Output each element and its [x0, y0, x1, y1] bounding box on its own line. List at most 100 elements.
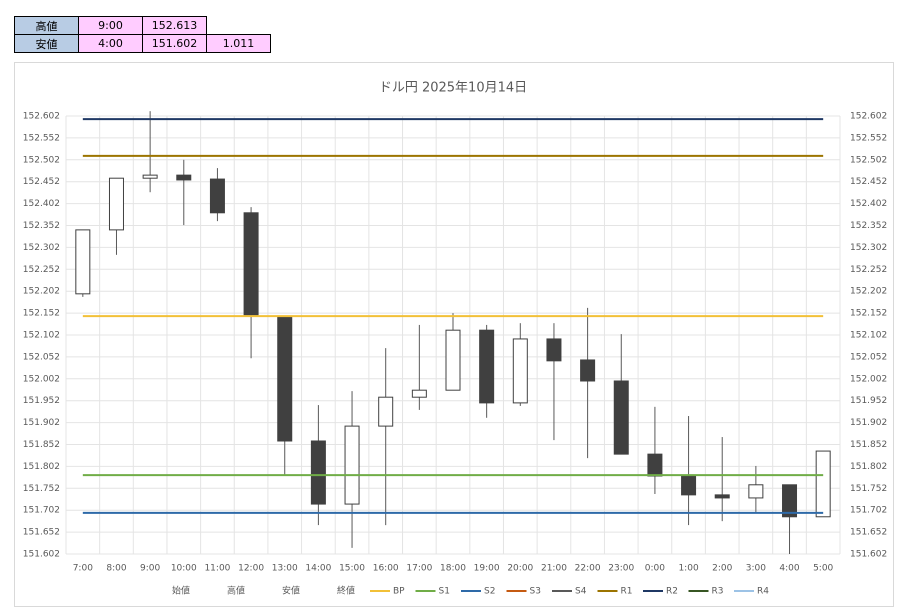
candle-body: [613, 380, 629, 455]
y-tick-label: 152.102: [23, 331, 60, 341]
legend-label: S4: [575, 587, 587, 597]
x-tick-label: 19:00: [474, 564, 500, 574]
y-tick-label: 152.602: [23, 112, 60, 122]
x-tick-label: 11:00: [204, 564, 230, 574]
x-tick-label: 8:00: [106, 564, 126, 574]
x-tick-label: 9:00: [140, 564, 160, 574]
y2-tick-label: 152.152: [850, 309, 887, 319]
candle-body: [479, 329, 495, 404]
y2-tick-label: 151.952: [850, 396, 887, 406]
y-tick-label: 151.952: [23, 396, 60, 406]
candle-body: [445, 329, 461, 391]
legend-label: S3: [530, 587, 541, 597]
x-tick-label: 20:00: [507, 564, 533, 574]
x-tick-label: 1:00: [678, 564, 698, 574]
y2-tick-label: 152.502: [850, 155, 887, 165]
y-tick-label: 152.152: [23, 309, 60, 319]
y-tick-label: 152.502: [23, 155, 60, 165]
y2-tick-label: 152.102: [850, 331, 887, 341]
x-tick-label: 22:00: [575, 564, 601, 574]
candle-body: [815, 450, 831, 518]
x-tick-label: 7:00: [73, 564, 93, 574]
x-tick-label: 3:00: [746, 564, 766, 574]
candle-body: [277, 316, 293, 442]
x-tick-label: 23:00: [608, 564, 634, 574]
y-tick-label: 152.252: [23, 265, 60, 275]
x-tick-label: 5:00: [813, 564, 833, 574]
y2-tick-label: 152.402: [850, 199, 887, 209]
candle-body: [108, 177, 124, 231]
legend-label: 始値: [172, 585, 190, 597]
chart-title: ドル円 2025年10月14日: [379, 81, 527, 96]
cell: 152.613: [142, 16, 207, 35]
x-tick-label: 12:00: [238, 564, 264, 574]
legend-label: S1: [439, 587, 450, 597]
y-tick-label: 152.552: [23, 133, 60, 143]
y2-tick-label: 151.752: [850, 484, 887, 494]
y2-tick-label: 151.652: [850, 528, 887, 538]
x-tick-label: 0:00: [645, 564, 665, 574]
y2-tick-label: 152.602: [850, 112, 887, 122]
y2-tick-label: 151.902: [850, 418, 887, 428]
legend-label: R2: [666, 587, 678, 597]
x-tick-label: 2:00: [712, 564, 732, 574]
legend-label: S2: [484, 587, 495, 597]
y2-tick-label: 151.802: [850, 462, 887, 472]
y2-tick-label: 151.852: [850, 440, 887, 450]
y-tick-label: 152.452: [23, 177, 60, 187]
y2-tick-label: 152.352: [850, 221, 887, 231]
candle-body: [142, 174, 158, 179]
x-tick-label: 4:00: [779, 564, 799, 574]
legend-label: BP: [393, 587, 405, 597]
candle-body: [546, 338, 562, 362]
candle-body: [209, 178, 225, 214]
y-tick-label: 151.602: [23, 550, 60, 560]
y-tick-label: 151.702: [23, 506, 60, 516]
candle-body: [411, 389, 427, 398]
legend-label: R1: [621, 587, 633, 597]
candle-body: [748, 484, 764, 499]
y2-tick-label: 151.602: [850, 550, 887, 560]
y2-tick-label: 152.202: [850, 287, 887, 297]
legend-label: R4: [757, 587, 769, 597]
cell: 9:00: [78, 16, 143, 35]
x-tick-label: 10:00: [171, 564, 197, 574]
y2-tick-label: 151.702: [850, 506, 887, 516]
x-tick-label: 18:00: [440, 564, 466, 574]
y-tick-label: 152.052: [23, 352, 60, 362]
y-tick-label: 151.902: [23, 418, 60, 428]
x-tick-label: 21:00: [541, 564, 567, 574]
candle-body: [344, 425, 360, 505]
candle-body: [782, 484, 798, 518]
candle-body: [580, 359, 596, 382]
cell: 高値: [14, 16, 79, 35]
legend-label: R3: [712, 587, 724, 597]
y-tick-label: 152.302: [23, 243, 60, 253]
cell: 安値: [14, 34, 79, 53]
summary-table: 高値 9:00 152.613 安値 4:00 151.602 1.011: [14, 16, 271, 53]
legend-label: 終値: [337, 585, 355, 597]
table-row: 高値 9:00 152.613: [14, 16, 271, 35]
y2-tick-label: 152.552: [850, 133, 887, 143]
cell: 4:00: [78, 34, 143, 53]
candle-body: [310, 440, 326, 505]
candle-body: [243, 212, 259, 316]
cell: 151.602: [142, 34, 207, 53]
y-tick-label: 151.752: [23, 484, 60, 494]
candle-body: [176, 174, 192, 181]
x-tick-label: 14:00: [305, 564, 331, 574]
y-tick-label: 151.802: [23, 462, 60, 472]
y-tick-label: 151.652: [23, 528, 60, 538]
y2-tick-label: 152.002: [850, 374, 887, 384]
y-tick-label: 151.852: [23, 440, 60, 450]
legend-label: 高値: [227, 585, 245, 597]
table-row: 安値 4:00 151.602 1.011: [14, 34, 271, 53]
candle-body: [681, 475, 697, 496]
candle-body: [512, 338, 528, 404]
candle-body: [75, 229, 91, 295]
y-tick-label: 152.202: [23, 287, 60, 297]
cell: 1.011: [206, 34, 271, 53]
y2-tick-label: 152.252: [850, 265, 887, 275]
